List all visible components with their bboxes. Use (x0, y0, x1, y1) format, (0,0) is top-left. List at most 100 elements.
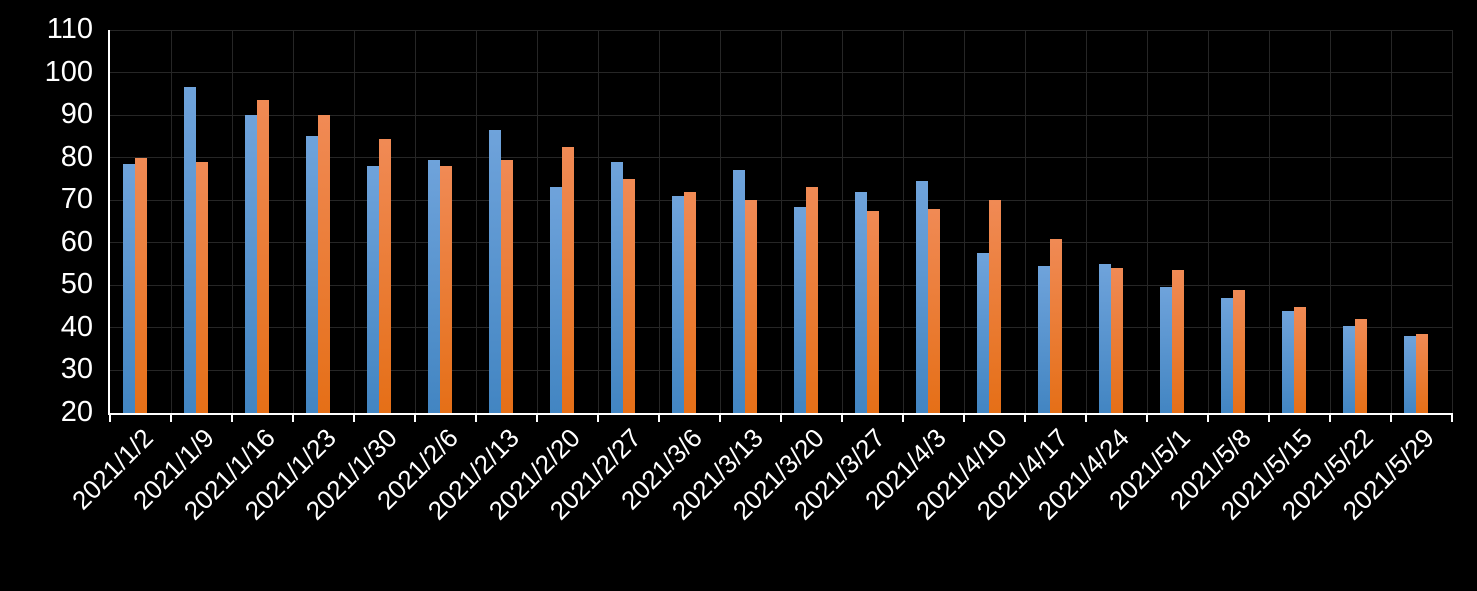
x-axis-tick (719, 413, 721, 422)
x-axis-tick (1329, 413, 1331, 422)
gridline-x-16 (1085, 30, 1087, 413)
x-axis-tick (1085, 413, 1087, 422)
gridline-x-19 (1268, 30, 1270, 413)
x-axis-tick (231, 413, 233, 422)
bar-orange-series-2021/4/24 (1111, 268, 1123, 413)
bar-orange-series-2021/1/16 (257, 100, 269, 413)
bar-blue-series-2021/5/8 (1221, 298, 1233, 413)
gridline-x-18 (1207, 30, 1209, 413)
gridline-x-11 (780, 30, 782, 413)
bar-orange-series-2021/3/27 (867, 210, 879, 413)
x-axis-tick (902, 413, 904, 422)
x-axis-tick (536, 413, 538, 422)
bar-orange-series-2021/1/9 (196, 161, 208, 413)
bar-blue-series-2021/3/13 (733, 170, 745, 413)
bar-blue-series-2021/1/23 (306, 136, 318, 413)
bar-orange-series-2021/4/17 (1050, 238, 1062, 413)
bar-orange-series-2021/5/29 (1416, 334, 1428, 413)
bar-orange-series-2021/2/27 (623, 178, 635, 413)
x-axis-tick (292, 413, 294, 422)
bar-orange-series-2021/2/6 (440, 166, 452, 413)
gridline-x-17 (1146, 30, 1148, 413)
bar-orange-series-2021/2/20 (562, 147, 574, 413)
gridline-x-21 (1390, 30, 1392, 413)
bar-blue-series-2021/3/27 (855, 191, 867, 413)
gridline-x-6 (475, 30, 477, 413)
bar-orange-series-2021/5/22 (1355, 319, 1367, 413)
bar-blue-series-2021/1/16 (245, 115, 257, 413)
gridline-x-7 (536, 30, 538, 413)
y-axis-tick-label: 50 (60, 268, 93, 301)
bar-blue-series-2021/4/3 (916, 181, 928, 413)
x-axis-tick (658, 413, 660, 422)
plot-area (108, 29, 1453, 415)
y-axis-tick-label: 30 (60, 353, 93, 386)
y-axis-tick-label: 70 (60, 183, 93, 216)
bar-orange-series-2021/5/15 (1294, 306, 1306, 413)
bar-orange-series-2021/5/1 (1172, 270, 1184, 413)
x-axis-tick (1024, 413, 1026, 422)
bar-blue-series-2021/2/6 (428, 159, 440, 413)
y-axis-tick-label: 40 (60, 310, 93, 343)
bar-blue-series-2021/2/27 (611, 161, 623, 413)
y-axis-tick-label: 20 (60, 396, 93, 428)
x-axis-tick (1207, 413, 1209, 422)
x-axis-tick (1268, 413, 1270, 422)
gridline-x-13 (902, 30, 904, 413)
gridline-x-8 (597, 30, 599, 413)
x-axis-tick (1451, 413, 1453, 422)
gridline-x-15 (1024, 30, 1026, 413)
bar-blue-series-2021/5/15 (1282, 310, 1294, 413)
bar-orange-series-2021/3/13 (745, 200, 757, 413)
y-axis-tick-label: 110 (46, 13, 93, 45)
y-axis-tick-label: 60 (60, 225, 93, 258)
bar-blue-series-2021/5/1 (1160, 287, 1172, 413)
bar-orange-series-2021/3/20 (806, 187, 818, 413)
x-axis-tick (963, 413, 965, 422)
x-axis-tick (353, 413, 355, 422)
x-axis-tick (780, 413, 782, 422)
gridline-x-5 (414, 30, 416, 413)
x-axis-tick (414, 413, 416, 422)
bar-blue-series-2021/1/30 (367, 166, 379, 413)
gridline-x-2 (231, 30, 233, 413)
gridline-x-20 (1329, 30, 1331, 413)
gridline-x-3 (292, 30, 294, 413)
bar-blue-series-2021/2/13 (489, 130, 501, 413)
y-axis-tick-label: 100 (44, 55, 93, 88)
gridline-x-10 (719, 30, 721, 413)
gridline-x-1 (170, 30, 172, 413)
bar-blue-series-2021/4/17 (1038, 266, 1050, 413)
gridline-x-4 (353, 30, 355, 413)
x-axis-tick (597, 413, 599, 422)
bar-orange-series-2021/4/3 (928, 208, 940, 413)
bar-blue-series-2021/2/20 (550, 187, 562, 413)
gridline-x-14 (963, 30, 965, 413)
bar-blue-series-2021/3/20 (794, 206, 806, 413)
bar-orange-series-2021/1/30 (379, 138, 391, 413)
bar-blue-series-2021/1/9 (184, 87, 196, 413)
bar-orange-series-2021/3/6 (684, 191, 696, 413)
bar-blue-series-2021/4/24 (1099, 264, 1111, 413)
gridline-x-12 (841, 30, 843, 413)
bar-orange-series-2021/2/13 (501, 159, 513, 413)
bar-blue-series-2021/3/6 (672, 195, 684, 413)
y-axis-tick-label: 90 (60, 98, 93, 131)
x-axis-tick (475, 413, 477, 422)
x-axis-tick (841, 413, 843, 422)
x-axis-tick (1390, 413, 1392, 422)
bar-blue-series-2021/1/2 (123, 164, 135, 413)
x-axis-tick (170, 413, 172, 422)
y-axis-line (108, 30, 110, 413)
x-axis-tick (109, 413, 111, 422)
bar-blue-series-2021/5/29 (1404, 336, 1416, 413)
x-axis-tick (1146, 413, 1148, 422)
bar-orange-series-2021/5/8 (1233, 289, 1245, 413)
gridline-x-22 (1451, 30, 1453, 413)
bar-blue-series-2021/5/22 (1343, 325, 1355, 413)
bar-orange-series-2021/1/23 (318, 115, 330, 413)
bar-orange-series-2021/4/10 (989, 200, 1001, 413)
bar-blue-series-2021/4/10 (977, 253, 989, 413)
gridline-x-9 (658, 30, 660, 413)
